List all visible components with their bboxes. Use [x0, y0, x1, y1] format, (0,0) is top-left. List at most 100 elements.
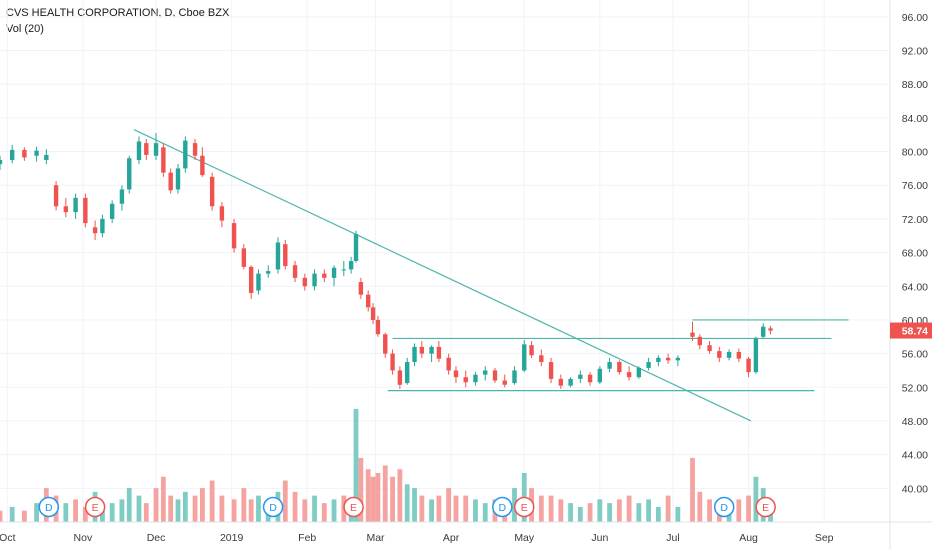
dividend-marker-icon[interactable]: D [38, 496, 60, 518]
volume-bar [292, 491, 298, 522]
event-marker-circle [262, 496, 284, 518]
earnings-marker-icon[interactable]: E [84, 496, 106, 518]
candle [312, 269, 317, 291]
candle [63, 197, 69, 218]
price-tick-label: 88.00 [902, 79, 928, 91]
candle [200, 147, 205, 177]
candle [0, 155, 3, 171]
earnings-marker-icon[interactable]: E [755, 496, 776, 518]
last-price-badge [890, 322, 932, 339]
volume-bar [241, 488, 247, 522]
candle-body [768, 328, 773, 331]
candle-body [73, 197, 78, 213]
price-axis: 40.0044.0048.0052.0056.0060.0064.0068.00… [889, 0, 928, 550]
dividend-marker-icon[interactable]: D [492, 496, 513, 518]
candle [92, 220, 98, 240]
candle [761, 323, 766, 339]
volume-bar [736, 499, 742, 522]
dividend-marker-icon[interactable]: D [262, 496, 284, 518]
candle-body [548, 362, 554, 379]
candle-body [109, 203, 115, 219]
candle [231, 218, 237, 253]
time-tick-label: 2019 [220, 532, 244, 544]
candle [53, 181, 59, 211]
candle [675, 355, 681, 367]
candle [768, 325, 773, 335]
candle [397, 366, 403, 389]
candle-body [419, 346, 425, 354]
candle-body [707, 345, 712, 352]
candle [144, 138, 149, 160]
candle [153, 133, 159, 160]
candle [275, 237, 281, 274]
volume-bar [697, 491, 703, 522]
volume-bar [397, 469, 403, 522]
earnings-marker-icon[interactable]: E [513, 496, 535, 518]
volume-bar [707, 499, 712, 522]
earnings-marker-icon[interactable]: E [343, 496, 364, 518]
event-marker-circle [38, 496, 60, 518]
volume-bar [607, 503, 612, 522]
event-marker-circle [713, 496, 735, 518]
candle-body [353, 234, 359, 261]
volume-bar [256, 495, 261, 522]
candle-body [502, 380, 507, 385]
candle-body [144, 143, 149, 155]
price-tick-label: 56.00 [902, 349, 928, 361]
candle-body [607, 362, 612, 369]
candle-body [717, 351, 722, 358]
candle-body [44, 154, 49, 160]
candle-body [568, 378, 573, 386]
volume-bar [675, 506, 681, 522]
candle-body [746, 358, 751, 373]
trendlines [133, 129, 849, 422]
candle [483, 366, 488, 381]
candle [375, 315, 381, 337]
volume-bar [302, 499, 308, 522]
candle-body [397, 370, 403, 385]
candle-body [183, 140, 188, 169]
time-tick-label: Apr [443, 532, 460, 544]
candle [726, 349, 732, 361]
candle-body [53, 185, 59, 207]
event-marker-circle [755, 496, 776, 518]
candle-body [626, 372, 632, 378]
volume-bar [453, 495, 459, 522]
candle-body [483, 370, 488, 375]
candle [183, 136, 188, 173]
price-tick-label: 80.00 [902, 147, 928, 159]
candle-body [370, 307, 376, 320]
candle-body [168, 172, 173, 191]
candle-body [656, 357, 661, 363]
volume-bar [375, 472, 381, 522]
price-tick-label: 84.00 [902, 113, 928, 125]
candle [558, 374, 564, 389]
volume-bar [482, 503, 488, 522]
candle [322, 269, 327, 283]
candle-body [463, 377, 468, 383]
candle-body [473, 374, 478, 383]
candle [656, 355, 661, 367]
volume-bar [473, 499, 478, 522]
candle-body [119, 189, 125, 204]
event-marker-label: E [762, 502, 769, 514]
candle [175, 164, 181, 194]
volume-bar [558, 499, 564, 522]
time-tick-label: Nov [74, 532, 93, 544]
candle [219, 202, 225, 228]
volume-bar [209, 480, 215, 522]
candle-body [331, 267, 337, 278]
candle [736, 348, 742, 363]
symbol-title: CVS HEALTH CORPORATION, D, Cboe BZX [6, 7, 230, 19]
candle-body [127, 158, 132, 190]
volume-bar [419, 495, 425, 522]
candle [578, 370, 583, 384]
volume-bar [63, 503, 69, 522]
candle-body [529, 345, 534, 356]
dividend-marker-icon[interactable]: D [713, 496, 735, 518]
volume-bar [568, 503, 573, 522]
price-tick-label: 72.00 [902, 214, 928, 226]
candle [436, 340, 442, 363]
volume-bar [73, 499, 78, 522]
